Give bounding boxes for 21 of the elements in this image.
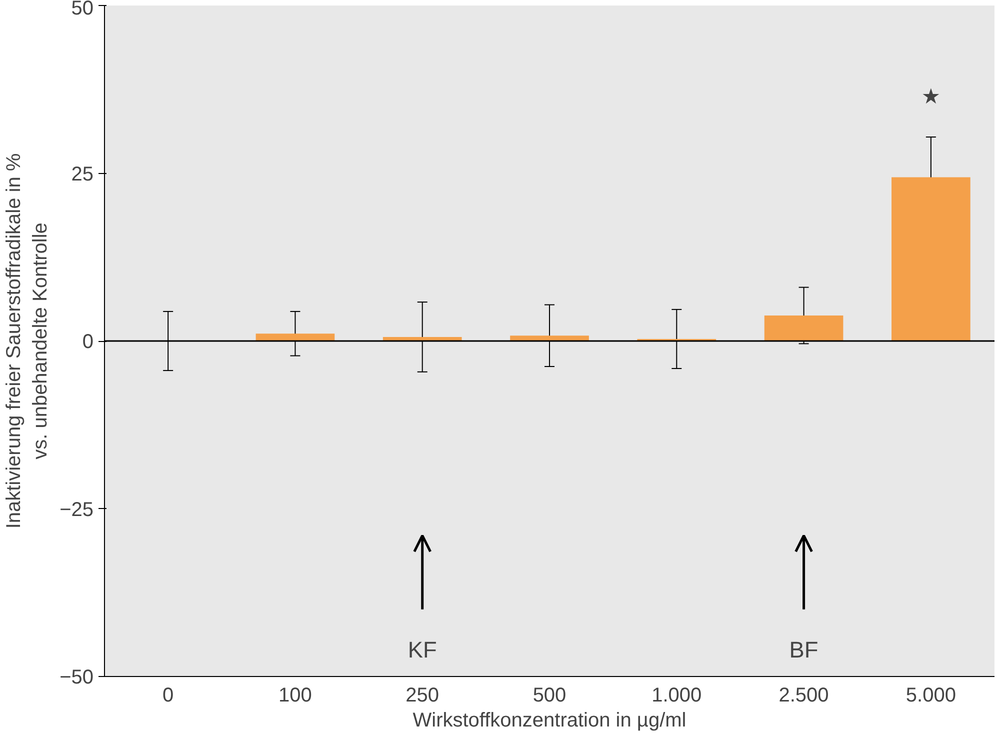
- x-tick-label: 2.500: [778, 684, 829, 706]
- annotation: BF: [789, 636, 818, 663]
- annotation: ★: [921, 84, 940, 110]
- y-axis-title: Inaktivierung freier Sauerstoffradikale in % vs. unbehandelte Kontrolle: [3, 153, 52, 529]
- bar: [892, 177, 970, 341]
- bar: [510, 336, 589, 341]
- x-tick-label: 1.000: [652, 684, 702, 706]
- x-tick-label: 5.000: [906, 684, 956, 706]
- x-axis-title: Wirkstoffkonzentration in µg/ml: [412, 710, 686, 732]
- y-tick-label: 0: [82, 331, 94, 353]
- y-tick-label: −50: [60, 666, 94, 688]
- bar: [256, 334, 335, 341]
- y-tick-label: −25: [60, 498, 94, 521]
- x-tick-label: 250: [406, 684, 440, 706]
- y-tick-label: 50: [71, 0, 94, 20]
- x-tick-label: 500: [532, 684, 566, 706]
- x-tick-label: 100: [278, 684, 312, 706]
- x-tick-label: 0: [162, 684, 174, 706]
- y-tick-label: 25: [71, 163, 94, 186]
- bar: [764, 316, 844, 341]
- annotation: KF: [408, 636, 437, 663]
